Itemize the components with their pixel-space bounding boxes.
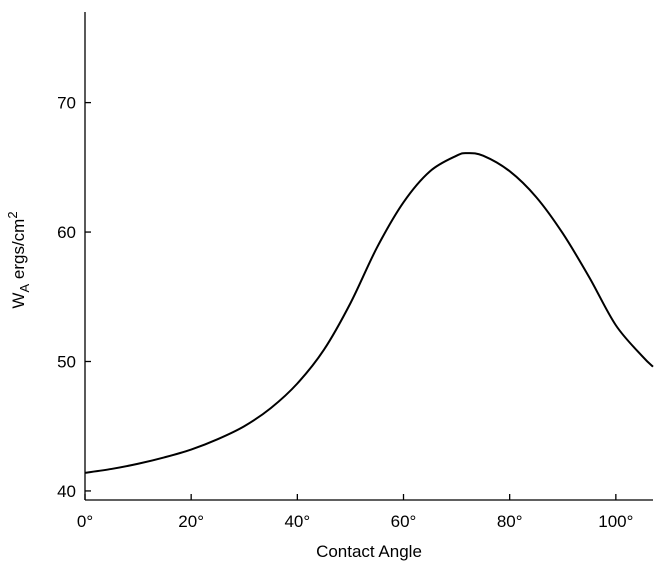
- y-ticks: 40 50 60 70: [57, 94, 91, 501]
- series-line: [84, 152, 654, 474]
- x-tick-label: 20°: [178, 512, 204, 531]
- y-tick-label: 50: [57, 352, 76, 371]
- y-axis-title-superscript: 2: [5, 211, 20, 218]
- x-tick-label: 80°: [497, 512, 523, 531]
- y-tick-label: 40: [57, 482, 76, 501]
- x-tick-label: 60°: [391, 512, 417, 531]
- y-tick-label: 60: [57, 223, 76, 242]
- y-axis-title: WA ergs/cm2: [5, 211, 32, 308]
- x-ticks: 0° 20° 40° 60° 80° 100°: [77, 494, 633, 531]
- x-tick-label: 40°: [284, 512, 310, 531]
- x-tick-label: 100°: [598, 512, 633, 531]
- y-axis-title-subscript: A: [17, 284, 32, 293]
- series-group: [84, 152, 654, 474]
- y-axis-title-main: W: [9, 293, 28, 309]
- x-axis-title: Contact Angle: [316, 542, 422, 561]
- axes: [84, 12, 653, 501]
- y-axis-title-text: ergs/cm: [9, 219, 28, 284]
- y-tick-label: 70: [57, 94, 76, 113]
- x-tick-label: 0°: [77, 512, 93, 531]
